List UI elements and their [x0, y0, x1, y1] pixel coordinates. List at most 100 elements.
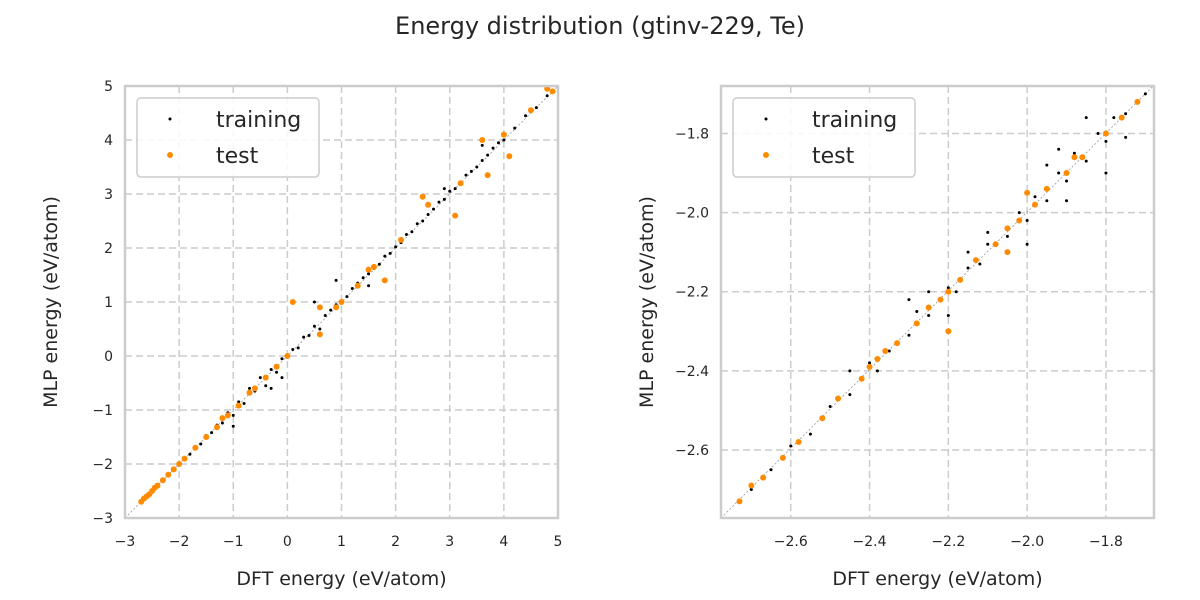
test-point	[235, 402, 242, 409]
test-point	[154, 482, 161, 489]
x-tick-label: −1.8	[1089, 534, 1123, 550]
training-point	[907, 333, 911, 337]
training-point	[469, 169, 473, 173]
test-point	[957, 276, 964, 283]
test-point	[398, 236, 405, 243]
training-point	[524, 114, 528, 118]
test-point	[1004, 249, 1011, 256]
test-point	[1071, 154, 1078, 161]
test-point	[736, 498, 743, 505]
training-point	[828, 404, 832, 408]
test-point	[1043, 185, 1050, 192]
training-point	[1065, 179, 1069, 183]
y-axis-label: MLP energy (eV/atom)	[40, 196, 62, 408]
legend: training test	[732, 97, 916, 178]
plot-2: −2.6 −2.4 −2.2 −2.0 −1.8 −2.6 −2.4 −2.2 −2.0 −1.8…	[636, 84, 1156, 590]
training-point	[946, 286, 950, 290]
training-point	[915, 309, 919, 313]
y-tick-label: −2.0	[675, 206, 709, 222]
test-point	[760, 474, 767, 481]
training-point	[280, 357, 284, 361]
test-point	[835, 395, 842, 402]
training-point	[296, 346, 300, 350]
training-point	[966, 250, 970, 254]
training-point	[907, 298, 911, 302]
training-point	[769, 468, 773, 472]
training-point	[480, 159, 484, 163]
training-point	[258, 376, 262, 380]
test-point	[457, 180, 464, 187]
training-point	[367, 272, 371, 276]
training-point	[318, 327, 322, 331]
y-axis-label: MLP energy (eV/atom)	[636, 196, 658, 408]
test-point	[882, 348, 889, 355]
y-tick-label: −3	[92, 511, 113, 527]
training-point	[334, 278, 338, 282]
training-point	[1057, 171, 1061, 175]
test-point	[159, 477, 166, 484]
training-point	[367, 284, 371, 288]
test-point	[1024, 189, 1031, 196]
legend-marker-test	[763, 152, 769, 158]
x-tick-label: 1	[337, 534, 346, 550]
y-tick-label: −1	[92, 403, 113, 419]
training-point	[188, 452, 192, 456]
training-point	[1124, 112, 1128, 116]
legend-marker-training	[764, 117, 768, 121]
test-point	[484, 172, 491, 179]
training-point	[1033, 195, 1037, 199]
training-point	[513, 126, 517, 130]
training-point	[887, 349, 891, 353]
x-tick-label: 0	[283, 534, 292, 550]
training-point	[491, 146, 495, 150]
test-point	[549, 88, 556, 95]
x-tick-label: −2	[169, 534, 190, 550]
test-point	[748, 482, 755, 489]
training-point	[1045, 199, 1049, 203]
training-point	[377, 262, 381, 266]
training-point	[237, 400, 241, 404]
training-point	[927, 290, 931, 294]
test-point	[945, 328, 952, 335]
x-axis-label: DFT energy (eV/atom)	[236, 568, 446, 590]
training-point	[986, 230, 990, 234]
y-tick-label: −2.4	[675, 364, 709, 380]
training-point	[1084, 159, 1088, 163]
training-point	[534, 106, 538, 110]
test-point	[894, 340, 901, 347]
series-test	[736, 98, 1141, 505]
x-tick-label: 3	[445, 534, 454, 550]
training-point	[808, 432, 812, 436]
y-tick-label: −1.8	[675, 126, 709, 142]
test-point	[425, 201, 432, 208]
training-point	[383, 254, 387, 258]
training-point	[502, 138, 506, 142]
test-point	[246, 389, 253, 396]
training-point	[1072, 151, 1076, 155]
training-point	[199, 442, 203, 446]
y-tick-label: 1	[104, 295, 113, 311]
test-point	[316, 331, 323, 338]
training-point	[361, 276, 365, 280]
training-point	[437, 200, 441, 204]
training-point	[269, 368, 273, 371]
training-point	[475, 165, 479, 169]
training-point	[464, 173, 468, 177]
training-point	[264, 384, 268, 388]
x-tick-label: −3	[115, 534, 136, 550]
training-point	[280, 376, 284, 380]
test-point	[945, 288, 952, 295]
training-point	[1065, 199, 1069, 203]
test-point	[354, 282, 361, 289]
training-point	[404, 233, 408, 236]
test-point	[214, 424, 221, 431]
plot-1: −3 −2 −1 0 1 2 3 4 5 −3 −2 −1 0 1 2 3 4 5 DFT energy (eV/a…	[40, 79, 562, 590]
test-point	[925, 304, 932, 311]
test-point	[181, 455, 188, 462]
test-point	[1004, 225, 1011, 232]
training-point	[329, 308, 333, 312]
training-point	[388, 251, 392, 255]
test-point	[479, 137, 486, 143]
training-point	[875, 369, 879, 373]
x-tick-label: −2.2	[931, 534, 965, 550]
